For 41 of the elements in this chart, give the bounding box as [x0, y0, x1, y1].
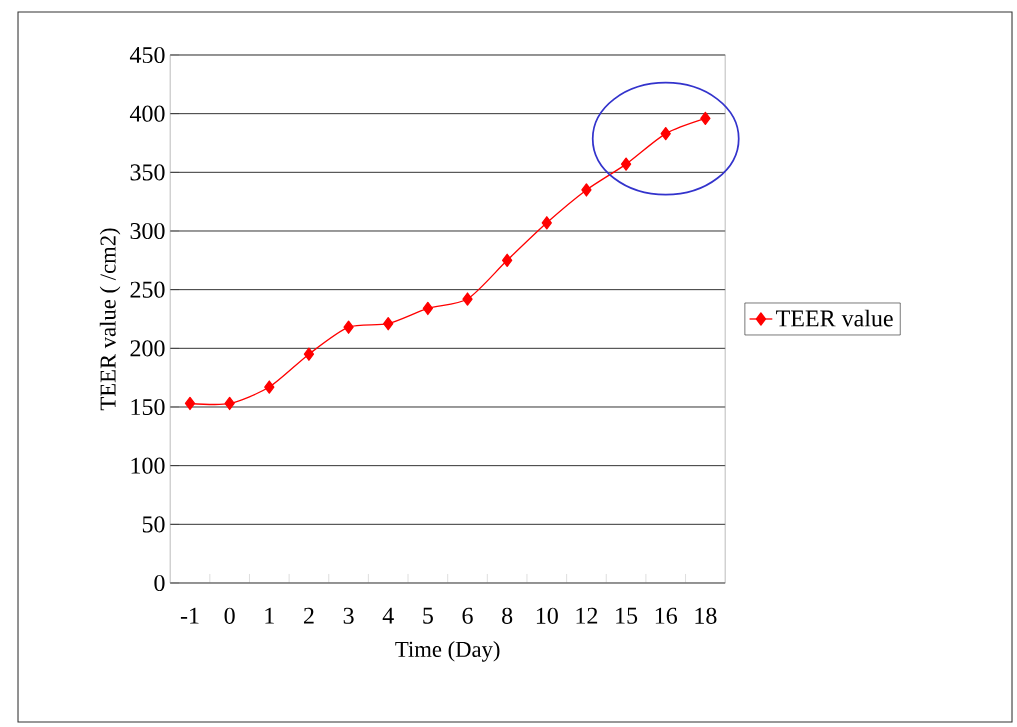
point: [184, 396, 196, 411]
point: [224, 396, 235, 411]
x-tick-label: 16: [655, 607, 678, 624]
x-tick-label: 12: [576, 607, 598, 624]
point: [422, 301, 434, 316]
y-tick-label: 400: [129, 105, 165, 122]
y-tick-label: 450: [129, 46, 165, 64]
y-tick-label: 300: [130, 222, 165, 240]
x-axis-title: Time (Day): [395, 641, 500, 662]
x-tick-label: 10: [536, 607, 558, 624]
y-tick-label: 250: [130, 281, 165, 298]
x-tick-label: 5: [423, 607, 433, 624]
x-tick-label: 18: [695, 607, 717, 624]
point: [303, 347, 315, 361]
point: [264, 380, 275, 394]
point: [620, 157, 632, 171]
y-tick-label: 150: [131, 398, 165, 416]
legend-label: TEER value: [776, 309, 893, 327]
y-axis-title: TEER value ( /cm2): [99, 228, 121, 411]
x-tick-label: 2: [303, 607, 314, 624]
x-tick-label: 15: [616, 607, 638, 624]
point: [343, 320, 354, 334]
point: [383, 317, 394, 331]
point: [541, 216, 552, 230]
x-tick-label: 6: [462, 607, 473, 624]
x-tick-label: 3: [343, 607, 354, 624]
y-tick-label: 100: [131, 457, 165, 474]
x-tick-label: 0: [224, 607, 235, 624]
x-tick-label: -1: [180, 607, 199, 624]
y-tick-label: 0: [154, 574, 165, 592]
x-tick-label: 1: [265, 607, 274, 624]
point: [462, 292, 473, 306]
point: [700, 111, 711, 126]
y-tick-label: 200: [130, 340, 165, 357]
point: [501, 253, 513, 267]
point: [660, 126, 671, 141]
y-tick-label: 350: [130, 164, 165, 181]
point: [581, 183, 592, 197]
y-tick-label: 50: [142, 516, 165, 533]
x-tick-label: 4: [382, 607, 394, 624]
x-tick-label: 8: [502, 607, 513, 624]
